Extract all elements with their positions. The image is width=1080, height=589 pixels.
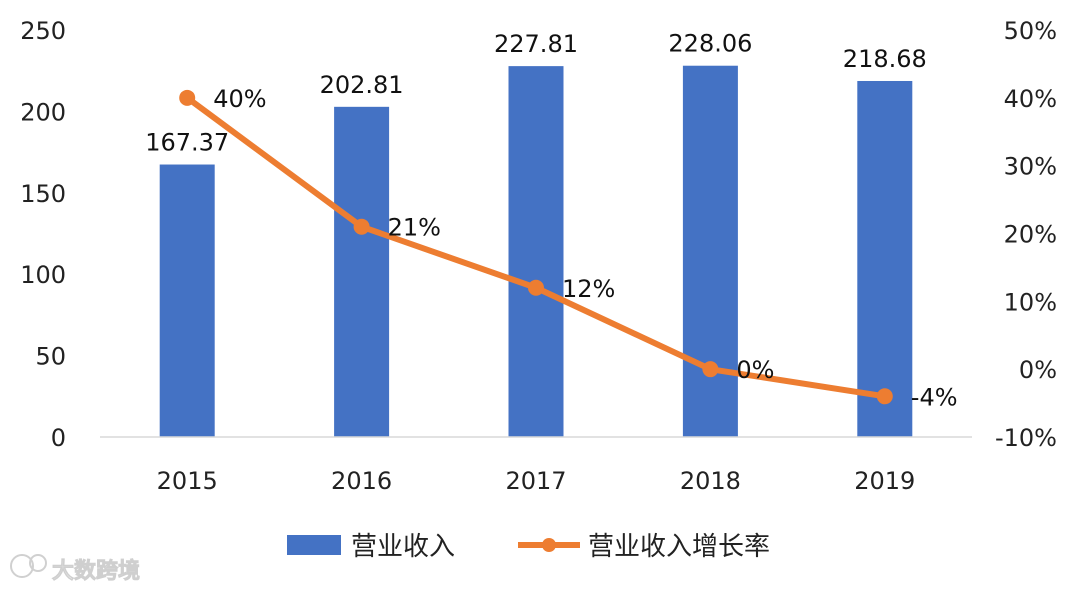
left-tick-label: 50 (35, 343, 66, 371)
bar-2017 (508, 66, 564, 438)
left-tick-label: 200 (20, 98, 66, 126)
line-data-label: -4% (911, 383, 958, 411)
x-tick-label: 2018 (680, 467, 741, 495)
left-tick-label: 100 (20, 261, 66, 289)
right-tick-label: 0% (1019, 356, 1057, 384)
right-tick-label: 20% (1004, 221, 1057, 249)
left-axis-ticks: 0 50 100 150 200 250 (20, 17, 66, 452)
right-tick-label: 50% (1004, 17, 1057, 45)
line-series (179, 89, 893, 405)
legend-label-growth: 营业收入增长率 (588, 532, 770, 562)
bar-data-label: 167.37 (145, 129, 229, 157)
line-data-label: 40% (213, 85, 266, 113)
growth-marker-2015 (179, 89, 196, 106)
watermark-text: 大数跨境 (52, 558, 140, 584)
legend-item-revenue: 营业收入 (287, 532, 455, 562)
legend: 营业收入 营业收入增长率 (287, 532, 770, 562)
line-data-label: 21% (388, 214, 441, 242)
x-tick-label: 2015 (157, 467, 218, 495)
line-data-label: 0% (736, 356, 774, 384)
x-tick-label: 2016 (331, 467, 392, 495)
legend-swatch-bar (287, 535, 341, 555)
left-tick-label: 150 (20, 180, 66, 208)
right-tick-label: -10% (995, 424, 1057, 452)
legend-swatch-marker (542, 538, 556, 552)
bar-2019 (857, 80, 913, 438)
watermark: 大数跨境 (10, 554, 140, 584)
right-tick-label: 30% (1004, 153, 1057, 181)
x-tick-label: 2019 (854, 467, 915, 495)
bar-data-label: 218.68 (843, 45, 927, 73)
bar-data-label: 228.06 (668, 30, 752, 58)
growth-marker-2017 (528, 279, 544, 296)
bar-2016 (334, 106, 390, 437)
x-axis-ticks: 2015 2016 2017 2018 2019 (157, 467, 916, 495)
line-data-labels: 40% 21% 12% 0% -4% (213, 85, 957, 411)
bar-data-label: 202.81 (320, 71, 404, 99)
growth-marker-2019 (876, 388, 893, 405)
growth-marker-2018 (702, 361, 719, 378)
watermark-logo-icon (10, 554, 47, 578)
bar-2015 (159, 164, 215, 437)
left-tick-label: 0 (51, 424, 66, 452)
line-data-label: 12% (562, 275, 615, 303)
right-tick-label: 10% (1004, 288, 1057, 316)
legend-label-revenue: 营业收入 (351, 532, 455, 562)
x-tick-label: 2017 (505, 467, 566, 495)
right-axis-ticks: -10% 0% 10% 20% 30% 40% 50% (995, 17, 1057, 452)
growth-marker-2016 (353, 218, 370, 235)
right-tick-label: 40% (1004, 85, 1057, 113)
bar-data-label: 227.81 (494, 30, 578, 58)
left-tick-label: 250 (20, 17, 66, 45)
bar-2018 (682, 65, 738, 437)
bar-series (159, 65, 913, 438)
legend-item-growth: 营业收入增长率 (518, 532, 770, 562)
bar-data-labels: 167.37 202.81 227.81 228.06 218.68 (145, 30, 927, 157)
